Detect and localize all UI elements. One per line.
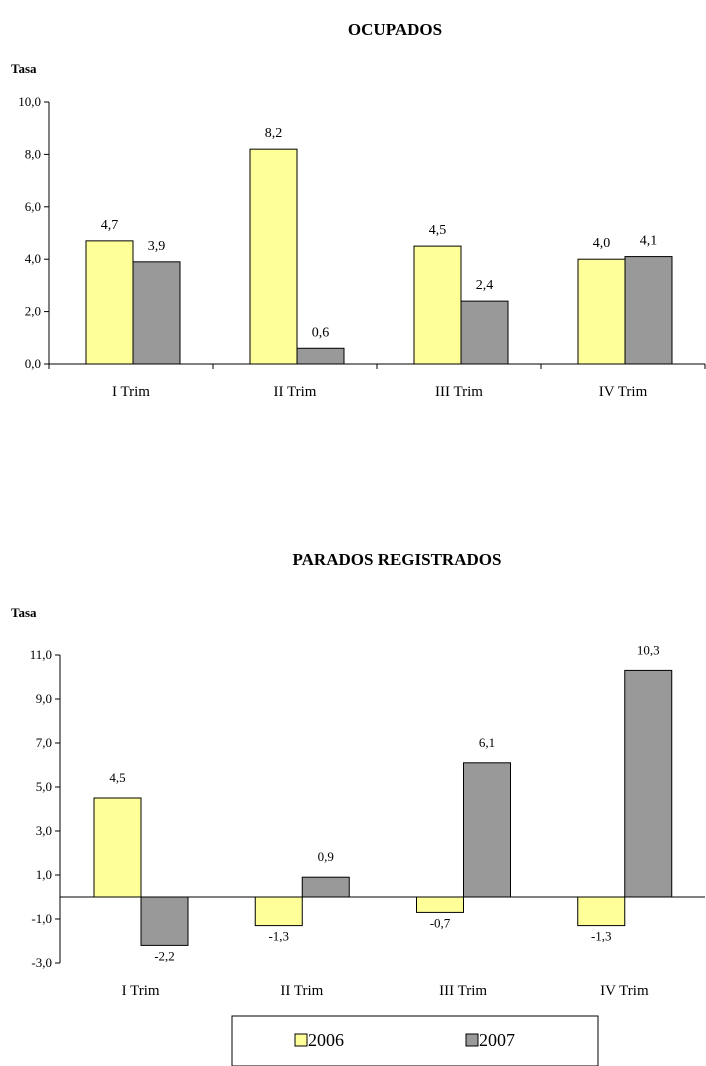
y-tick-label: 4,0 (25, 251, 41, 266)
category-label: III Trim (435, 384, 483, 400)
data-label: 0,9 (318, 849, 334, 864)
data-label: -1,3 (268, 929, 289, 944)
category-label: III Trim (439, 983, 487, 999)
y-tick-label: 3,0 (36, 823, 52, 838)
bar-2006-i-trim (93, 797, 142, 898)
bar-2006-iii-trim (416, 896, 464, 913)
data-label: -0,7 (430, 915, 451, 930)
data-label: 4,0 (593, 236, 611, 251)
y-tick-label: 2,0 (25, 304, 41, 319)
category-label: II Trim (280, 983, 323, 999)
y-axis-label: Tasa (11, 605, 37, 620)
data-label: 4,7 (101, 218, 119, 233)
bar-2007-iv-trim (624, 256, 673, 365)
bar-2007-iv-trim (624, 669, 673, 898)
chart-title: OCUPADOS (348, 20, 442, 39)
bar-2006-iv-trim (577, 896, 626, 927)
y-tick-label: 0,0 (25, 356, 41, 371)
data-label: 0,6 (312, 325, 330, 340)
data-label: 8,2 (265, 126, 283, 141)
data-label: 4,1 (640, 234, 658, 249)
legend-swatch-2007 (465, 1033, 479, 1047)
y-tick-label: 10,0 (18, 94, 41, 109)
y-tick-label: 1,0 (36, 867, 52, 882)
y-tick-label: 5,0 (36, 779, 52, 794)
legend-swatch-2006 (294, 1033, 308, 1047)
legend-label-2007: 2007 (479, 1030, 515, 1050)
legend: 2006 2007 (231, 1015, 599, 1066)
data-label: 4,5 (109, 770, 125, 785)
bar-2006-i-trim (85, 240, 134, 365)
data-label: 10,3 (637, 642, 660, 657)
chart-title: PARADOS REGISTRADOS (293, 550, 502, 569)
bar-2006-ii-trim (254, 896, 303, 927)
chart-ocupados: OCUPADOS Tasa 0,0 2,0 4,0 6,0 8,0 10,0 4,7 8,2… (11, 20, 706, 400)
category-label: II Trim (274, 384, 317, 400)
y-tick-label: -1,0 (31, 911, 52, 926)
data-label: 4,5 (429, 223, 447, 238)
data-label: -1,3 (591, 929, 612, 944)
y-tick-label: -3,0 (31, 955, 52, 970)
bar-2006-ii-trim (249, 148, 298, 365)
category-label: IV Trim (599, 384, 648, 400)
bar-2006-iii-trim (413, 245, 462, 365)
bar-2007-i-trim (132, 261, 181, 365)
data-label: 2,4 (476, 278, 494, 293)
bar-2006-iv-trim (577, 258, 626, 365)
chart-parados-registrados: PARADOS REGISTRADOS Tasa -3,0 -1,0 1,0 3,0 5… (11, 550, 705, 999)
bar-2007-ii-trim (296, 347, 345, 365)
bar-2007-ii-trim (301, 876, 350, 898)
y-tick-label: 6,0 (25, 199, 41, 214)
bar-2007-iii-trim (460, 300, 509, 365)
data-label: 6,1 (479, 735, 495, 750)
bar-2007-i-trim (140, 896, 189, 946)
y-tick-label: 9,0 (36, 691, 52, 706)
category-label: IV Trim (600, 983, 649, 999)
data-label: -2,2 (154, 948, 175, 963)
y-tick-label: 11,0 (30, 647, 52, 662)
y-tick-label: 8,0 (25, 146, 41, 161)
y-tick-label: 7,0 (36, 735, 52, 750)
legend-label-2006: 2006 (308, 1030, 344, 1050)
legend-box (231, 1015, 599, 1066)
bar-2007-iii-trim (463, 762, 511, 898)
y-axis-label: Tasa (11, 61, 37, 76)
category-label: I Trim (112, 384, 150, 400)
data-label: 3,9 (148, 239, 166, 254)
category-label: I Trim (122, 983, 160, 999)
